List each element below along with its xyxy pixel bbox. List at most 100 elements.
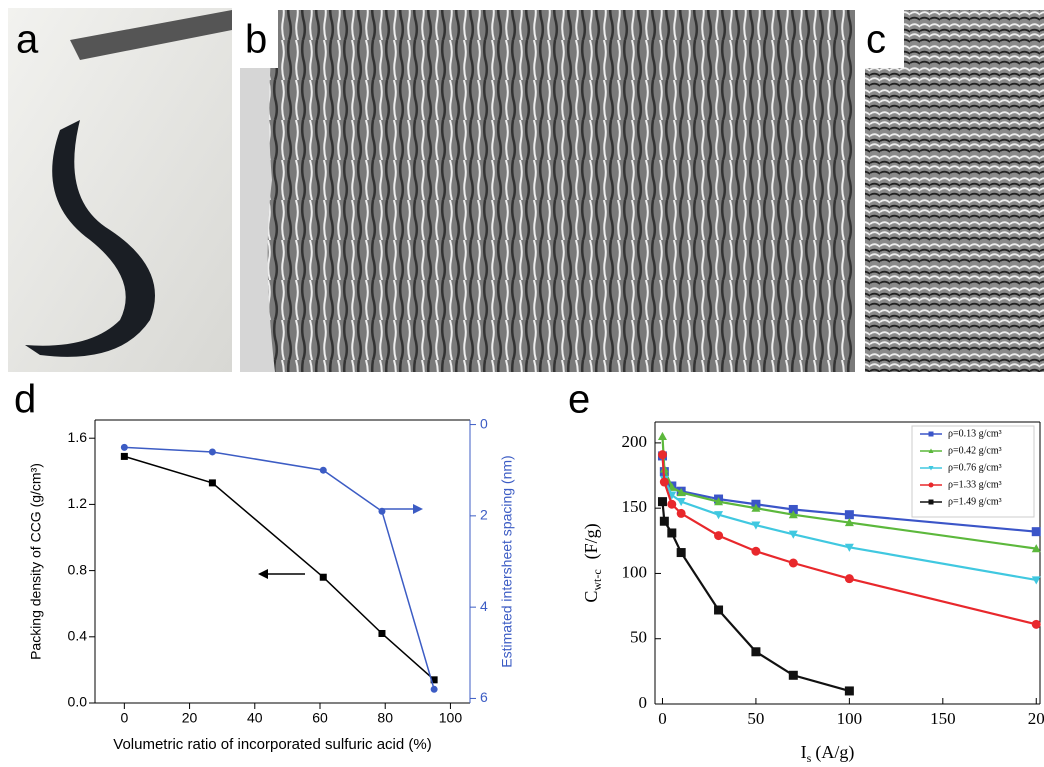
legend-label: ρ=1.33 g/cm³ xyxy=(948,479,1002,490)
marker xyxy=(928,499,934,505)
marker xyxy=(714,531,724,541)
marker xyxy=(657,431,667,440)
label-main: C xyxy=(581,591,601,603)
series-line xyxy=(661,501,850,693)
y-tick-label: 0 xyxy=(639,693,648,712)
y-tick-label: 1.6 xyxy=(68,429,88,445)
y2-tick-label: 4 xyxy=(480,598,488,614)
x-tick-label: 20 xyxy=(1028,709,1044,728)
panel-label: e xyxy=(568,378,590,422)
marker xyxy=(844,543,854,552)
y-tick-label: 150 xyxy=(622,497,648,516)
label-sub: s xyxy=(807,751,812,765)
marker xyxy=(430,676,438,684)
legend-label: ρ=0.42 g/cm³ xyxy=(948,445,1002,456)
x-tick-label: 40 xyxy=(247,710,263,726)
marker xyxy=(676,498,686,507)
label-main: I xyxy=(801,742,807,762)
marker xyxy=(844,686,854,696)
label-bg xyxy=(862,10,904,68)
y-axis-label: Packing density of CCG (g/cm³) xyxy=(28,463,44,660)
x-tick-label: 0 xyxy=(658,709,667,728)
marker xyxy=(430,685,438,693)
y-tick-label: 0.0 xyxy=(68,694,88,710)
label-sub: wt-c xyxy=(590,569,604,590)
marker xyxy=(788,510,798,519)
y-tick-label: 1.2 xyxy=(68,495,88,511)
marker xyxy=(928,448,934,453)
marker xyxy=(657,497,667,507)
marker xyxy=(667,499,677,509)
label-unit: (A/g) xyxy=(815,742,854,763)
marker xyxy=(1031,527,1041,537)
marker xyxy=(928,431,934,437)
marker xyxy=(667,528,677,538)
marker xyxy=(714,497,724,506)
panel-label: d xyxy=(14,378,36,422)
marker xyxy=(751,521,761,530)
panel-label: a xyxy=(16,18,39,62)
marker xyxy=(928,466,934,471)
y-tick-label: 0.4 xyxy=(68,628,88,644)
marker xyxy=(788,670,798,680)
marker xyxy=(788,504,798,514)
marker xyxy=(659,516,669,526)
marker xyxy=(1031,619,1041,629)
x-axis-label: Volumetric ratio of incorporated sulfuri… xyxy=(113,736,431,753)
marker xyxy=(1031,576,1041,585)
marker xyxy=(788,530,798,539)
marker xyxy=(120,452,128,460)
marker xyxy=(657,450,667,460)
marker xyxy=(751,647,761,657)
x-tick-label: 60 xyxy=(312,710,328,726)
y2-tick-label: 6 xyxy=(480,689,488,705)
marker xyxy=(676,488,686,497)
y2-axis-label: Estimated intersheet spacing (nm) xyxy=(499,455,515,667)
y-tick-label: 100 xyxy=(622,562,648,581)
y2-tick-label: 0 xyxy=(480,415,488,431)
panel-label: b xyxy=(245,18,267,62)
marker xyxy=(667,491,677,500)
x-tick-label: 50 xyxy=(747,709,764,728)
series-line xyxy=(124,455,435,681)
sem-edge xyxy=(240,10,275,372)
marker xyxy=(676,548,686,558)
marker xyxy=(676,508,686,518)
marker xyxy=(844,510,854,520)
marker xyxy=(319,573,327,581)
y-tick-label: 50 xyxy=(630,628,647,647)
marker xyxy=(751,503,761,512)
marker xyxy=(659,477,669,487)
label-bg xyxy=(240,10,278,68)
marker xyxy=(378,507,386,515)
legend-label: ρ=0.76 g/cm³ xyxy=(948,462,1002,473)
arrow-right xyxy=(383,504,423,514)
label-unit: (F/g) xyxy=(581,523,602,559)
marker xyxy=(844,518,854,527)
tweezer xyxy=(70,10,232,60)
legend-label: ρ=0.13 g/cm³ xyxy=(948,428,1002,439)
legend-label: ρ=1.49 g/cm³ xyxy=(948,496,1002,507)
sem-c xyxy=(865,10,1044,372)
marker xyxy=(208,448,216,456)
film xyxy=(25,120,155,357)
x-tick-label: 20 xyxy=(182,710,198,726)
marker xyxy=(714,511,724,520)
x-tick-label: 100 xyxy=(837,709,863,728)
marker xyxy=(120,443,128,451)
photo-a xyxy=(8,8,232,372)
arrow-left xyxy=(258,569,305,579)
marker xyxy=(378,629,386,637)
marker xyxy=(751,546,761,556)
marker xyxy=(208,479,216,487)
marker xyxy=(714,605,724,615)
marker xyxy=(788,558,798,568)
x-tick-label: 150 xyxy=(930,709,956,728)
sem-b xyxy=(240,10,855,372)
y-tick-label: 200 xyxy=(622,432,648,451)
x-tick-label: 0 xyxy=(120,710,128,726)
series-line xyxy=(124,446,435,690)
marker xyxy=(844,574,854,584)
panel-label: c xyxy=(866,18,886,62)
